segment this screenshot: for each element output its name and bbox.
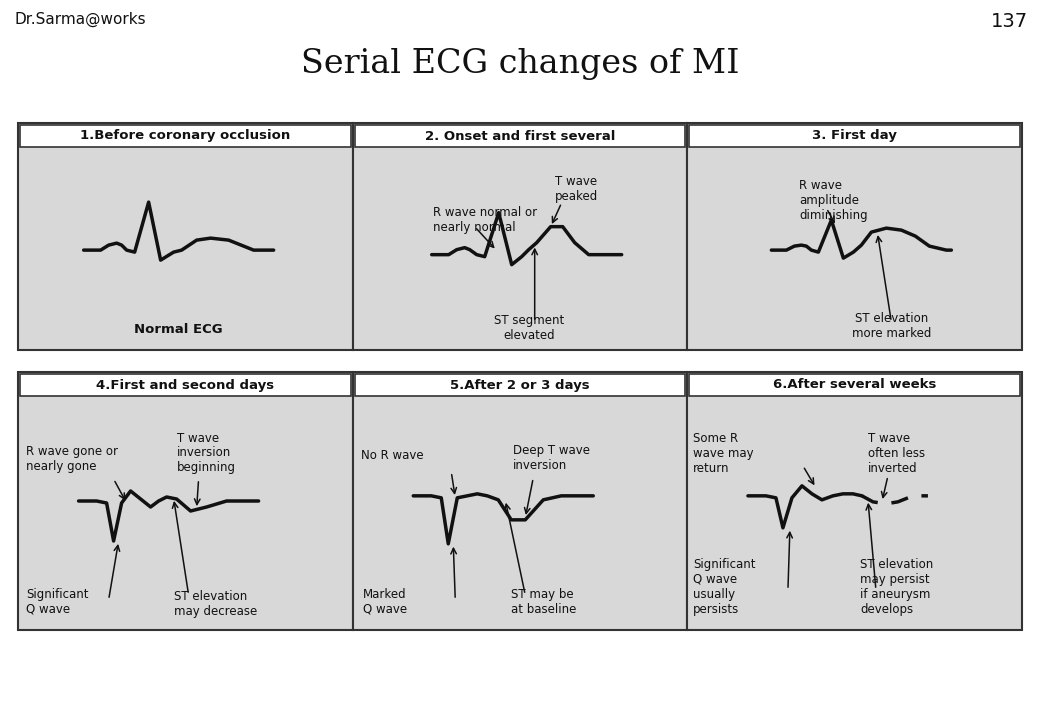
Text: No R wave: No R wave xyxy=(361,449,423,462)
Bar xyxy=(687,123,1022,350)
Text: ST may be
at baseline: ST may be at baseline xyxy=(512,588,576,616)
Text: T wave
inversion
beginning: T wave inversion beginning xyxy=(177,431,236,474)
Bar xyxy=(353,123,687,350)
Bar xyxy=(18,123,353,350)
Text: R wave
amplitude
diminishing: R wave amplitude diminishing xyxy=(800,179,868,222)
Text: Normal ECG: Normal ECG xyxy=(134,323,223,336)
Text: Serial ECG changes of MI: Serial ECG changes of MI xyxy=(301,48,739,80)
Text: 5.After 2 or 3 days: 5.After 2 or 3 days xyxy=(450,379,590,392)
Text: ST segment
elevated: ST segment elevated xyxy=(494,314,564,342)
Bar xyxy=(687,372,1022,630)
Text: R wave normal or
nearly normal: R wave normal or nearly normal xyxy=(433,206,537,234)
Bar xyxy=(20,125,350,147)
Text: Deep T wave
inversion: Deep T wave inversion xyxy=(514,444,591,472)
Text: Significant
Q wave: Significant Q wave xyxy=(26,588,88,616)
Text: Marked
Q wave: Marked Q wave xyxy=(363,588,407,616)
Text: 137: 137 xyxy=(991,12,1028,31)
Text: 6.After several weeks: 6.After several weeks xyxy=(773,379,936,392)
Text: 2. Onset and first several: 2. Onset and first several xyxy=(424,130,616,143)
Text: T wave
peaked: T wave peaked xyxy=(554,175,598,202)
Bar xyxy=(690,125,1020,147)
Bar xyxy=(18,372,353,630)
Text: ST elevation
may persist
if aneurysm
develops: ST elevation may persist if aneurysm dev… xyxy=(860,558,933,616)
Text: ST elevation
more marked: ST elevation more marked xyxy=(852,312,931,340)
Text: 3. First day: 3. First day xyxy=(812,130,898,143)
Text: ST elevation
may decrease: ST elevation may decrease xyxy=(174,590,257,618)
Bar xyxy=(20,374,350,396)
Bar xyxy=(355,374,685,396)
Text: 1.Before coronary occlusion: 1.Before coronary occlusion xyxy=(80,130,290,143)
Text: Significant
Q wave
usually
persists: Significant Q wave usually persists xyxy=(694,558,756,616)
Text: R wave gone or
nearly gone: R wave gone or nearly gone xyxy=(26,445,118,473)
Text: Some R
wave may
return: Some R wave may return xyxy=(694,432,754,475)
Text: T wave
often less
inverted: T wave often less inverted xyxy=(868,432,925,475)
Text: Dr.Sarma@works: Dr.Sarma@works xyxy=(15,12,147,27)
Bar xyxy=(690,374,1020,396)
Bar xyxy=(353,372,687,630)
Bar xyxy=(355,125,685,147)
Text: 4.First and second days: 4.First and second days xyxy=(97,379,275,392)
